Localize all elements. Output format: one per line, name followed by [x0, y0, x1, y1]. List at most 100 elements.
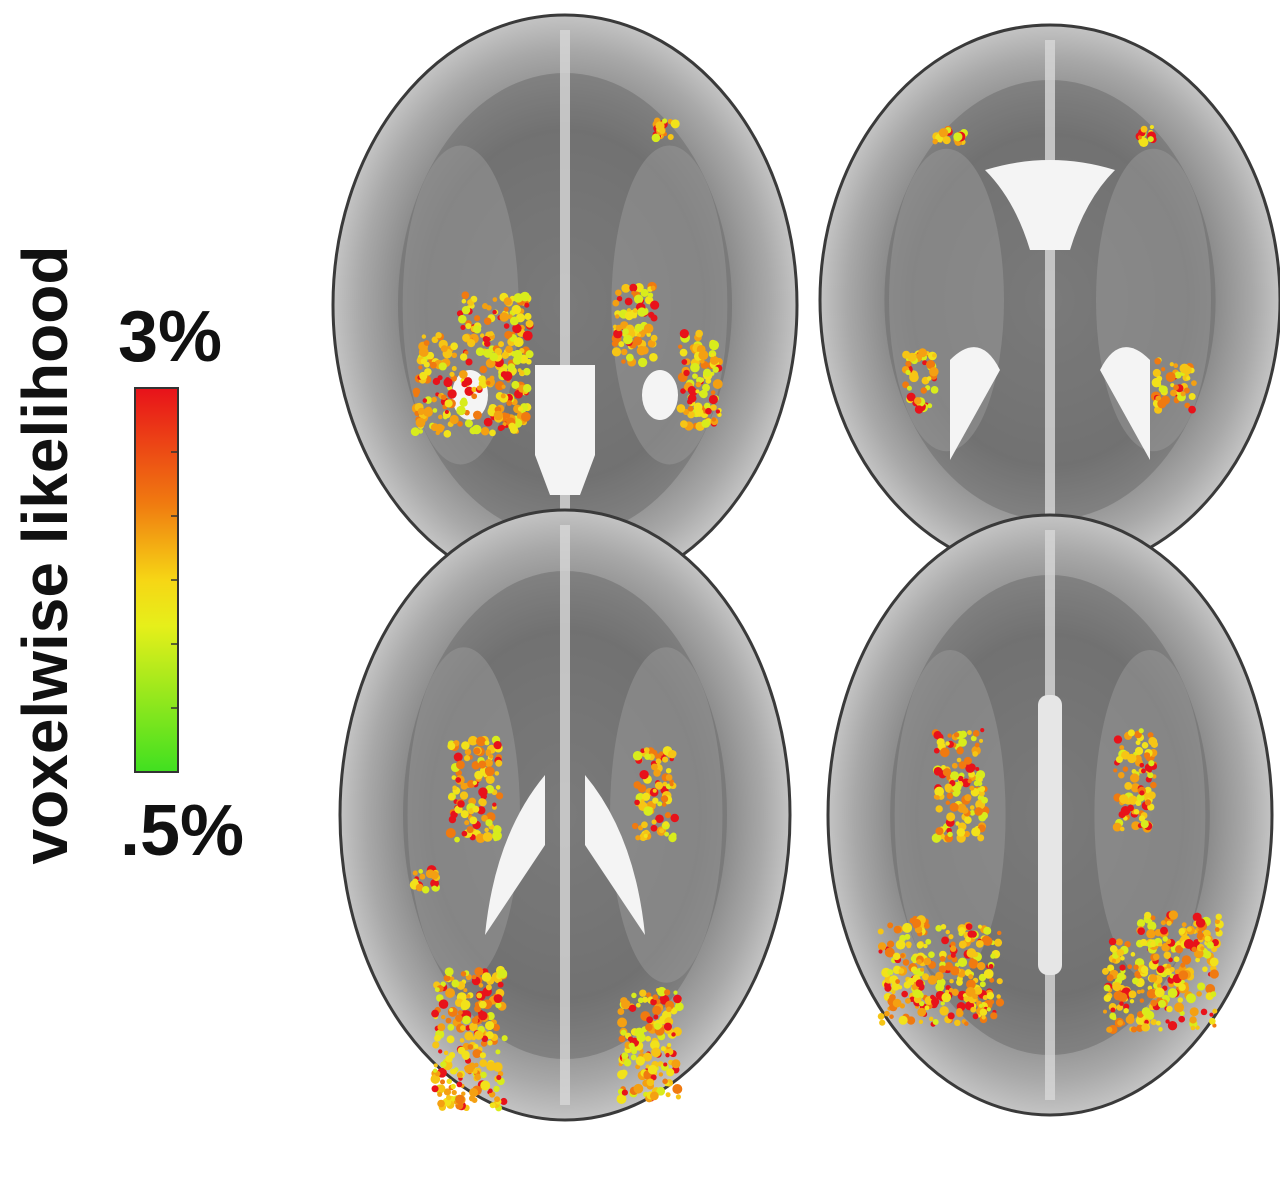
activation-voxel	[460, 782, 468, 790]
activation-voxel	[621, 1052, 629, 1060]
activation-voxel	[671, 1059, 681, 1069]
activation-voxel	[451, 366, 457, 371]
activation-voxel	[479, 1059, 488, 1068]
activation-voxel	[482, 831, 493, 842]
activation-voxel	[450, 1068, 456, 1075]
activation-voxel	[645, 1023, 653, 1031]
activation-voxel	[652, 797, 659, 804]
activation-voxel	[1130, 773, 1140, 783]
activation-voxel	[458, 370, 468, 379]
activation-voxel	[440, 425, 445, 430]
activation-voxel	[1195, 957, 1201, 963]
activation-voxel	[1202, 966, 1208, 972]
activation-voxel	[492, 297, 498, 302]
activation-voxel	[1170, 389, 1177, 397]
activation-voxel	[1119, 826, 1125, 832]
activation-voxel	[672, 1084, 683, 1095]
activation-voxel	[1161, 943, 1170, 952]
activation-voxel	[877, 928, 884, 935]
activation-voxel	[466, 994, 471, 999]
activation-voxel	[635, 1056, 646, 1066]
activation-voxel	[631, 992, 637, 999]
activation-voxel	[932, 353, 937, 358]
activation-voxel	[1124, 941, 1131, 948]
activation-voxel	[485, 775, 495, 784]
activation-voxel	[460, 324, 466, 331]
activation-voxel	[415, 417, 426, 428]
activation-voxel	[483, 417, 493, 427]
activation-voxel	[517, 406, 524, 412]
activation-voxel	[950, 952, 956, 958]
activation-voxel	[1184, 402, 1191, 409]
activation-voxel	[1158, 942, 1163, 947]
activation-voxel	[1141, 741, 1149, 749]
activation-voxel	[1166, 963, 1172, 969]
activation-voxel	[456, 1071, 463, 1079]
activation-voxel	[927, 403, 933, 409]
activation-voxel	[942, 768, 952, 777]
activation-voxel	[1188, 405, 1196, 414]
activation-voxel	[941, 764, 946, 770]
activation-voxel	[661, 118, 668, 124]
activation-voxel	[476, 992, 483, 999]
activation-voxel	[662, 1078, 668, 1085]
activation-voxel	[702, 383, 711, 392]
activation-voxel	[947, 831, 953, 838]
activation-voxel	[479, 365, 488, 374]
activation-voxel	[1134, 746, 1144, 756]
activation-voxel	[1115, 938, 1123, 946]
activation-voxel	[459, 353, 468, 361]
activation-voxel	[437, 375, 443, 381]
activation-voxel	[630, 1054, 637, 1061]
activation-voxel	[412, 870, 418, 876]
activation-voxel	[975, 770, 986, 780]
activation-voxel	[948, 934, 954, 940]
activation-voxel	[877, 942, 887, 951]
activation-voxel	[967, 730, 972, 735]
activation-voxel	[484, 766, 495, 777]
activation-voxel	[481, 814, 488, 822]
activation-voxel	[479, 333, 485, 338]
activation-voxel	[501, 384, 506, 389]
activation-voxel	[624, 297, 633, 306]
activation-voxel	[441, 394, 447, 401]
activation-voxel	[445, 1055, 453, 1063]
activation-voxel	[1129, 999, 1135, 1004]
activation-voxel	[1168, 957, 1173, 963]
activation-voxel	[461, 741, 470, 750]
activation-voxel	[965, 763, 976, 773]
activation-voxel	[451, 1089, 457, 1096]
activation-voxel	[628, 1042, 635, 1049]
activation-voxel	[495, 1049, 501, 1055]
activation-voxel	[1138, 728, 1144, 734]
activation-voxel	[969, 785, 975, 791]
activation-voxel	[941, 936, 949, 945]
activation-voxel	[651, 1047, 661, 1058]
activation-voxel	[690, 362, 700, 373]
activation-voxel	[450, 342, 459, 351]
activation-voxel	[958, 927, 966, 935]
activation-voxel	[1186, 926, 1192, 932]
activation-voxel	[1196, 932, 1205, 940]
activation-voxel	[482, 303, 489, 310]
activation-voxel	[705, 407, 712, 415]
activation-voxel	[928, 1016, 934, 1022]
activation-voxel	[482, 335, 490, 343]
activation-voxel	[1107, 964, 1115, 972]
activation-voxel	[717, 412, 722, 417]
activation-voxel	[1140, 965, 1149, 974]
activation-voxel	[464, 1064, 474, 1074]
activation-voxel	[914, 405, 924, 414]
activation-voxel	[1181, 955, 1192, 965]
activation-voxel	[979, 1008, 988, 1017]
activation-voxel	[1125, 1015, 1135, 1024]
activation-voxel	[1138, 815, 1146, 822]
activation-voxel	[462, 1052, 470, 1060]
activation-voxel	[1170, 383, 1175, 388]
activation-voxel	[492, 802, 497, 807]
activation-voxel	[522, 330, 533, 341]
activation-voxel	[687, 386, 696, 394]
activation-voxel	[902, 381, 910, 389]
activation-voxel	[650, 285, 656, 291]
